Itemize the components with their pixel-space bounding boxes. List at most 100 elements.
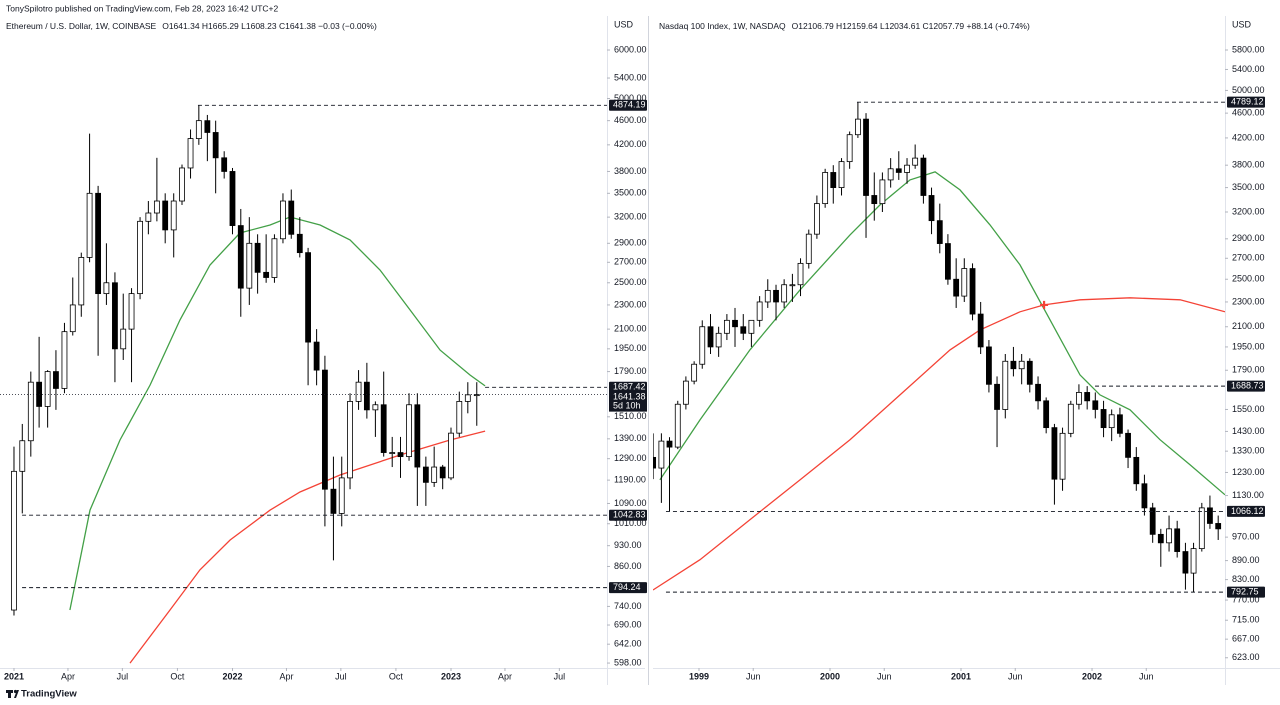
y-tick-label: 4600.00 [1232, 108, 1265, 118]
level-label: 1042.83 [613, 510, 646, 520]
currency: USD [1232, 19, 1252, 29]
candle-body [855, 118, 861, 136]
candle-body [887, 168, 894, 181]
level-label-bg [1227, 380, 1265, 392]
candle-body [439, 466, 446, 479]
level-label: 1066.12 [1231, 506, 1264, 516]
y-tick-label: 1390.00 [614, 433, 647, 443]
candle-body [86, 192, 93, 258]
y-tick-label: 1230.00 [1232, 467, 1265, 477]
y-tick-label: 2500.00 [614, 277, 647, 287]
candle-body [928, 195, 935, 222]
candle-body [1133, 456, 1140, 485]
candle-body [773, 289, 779, 303]
candle-body [1149, 507, 1156, 535]
candle-body [322, 369, 328, 490]
x-tick-label: Oct [170, 671, 185, 681]
level-label: 1688.73 [1231, 380, 1264, 390]
x-tick-label: 2022 [222, 671, 242, 681]
x-tick-label: Jun [1139, 671, 1154, 681]
candle-body [305, 252, 311, 343]
x-tick-label: 2002 [1082, 671, 1102, 681]
candle-body [1002, 360, 1009, 410]
candle-body [296, 233, 303, 254]
level-label: 4789.12 [1231, 97, 1264, 107]
x-tick-label: Jun [1008, 671, 1023, 681]
y-tick-label: 1330.00 [1232, 446, 1265, 456]
y-tick-label: 970.00 [1232, 532, 1260, 542]
candle-body [797, 262, 804, 286]
candle-body [69, 304, 76, 333]
countdown: 5d 10h [613, 401, 641, 411]
level-label: 1687.42 [613, 382, 646, 392]
x-tick-label: Apr [279, 671, 293, 681]
brand: TradingView [6, 689, 77, 700]
candle-body [969, 268, 976, 315]
y-tick-label: 4600.00 [614, 115, 647, 125]
x-tick-label: 2023 [441, 671, 461, 681]
y-tick-label: 1790.00 [614, 366, 647, 376]
y-tick-label: 4200.00 [614, 139, 647, 149]
candle-body [1100, 409, 1107, 429]
candle-body [732, 319, 738, 328]
y-tick-label: 1430.00 [1232, 426, 1265, 436]
candle-body [422, 466, 429, 483]
candle-body [699, 326, 706, 365]
candle-body [977, 313, 984, 348]
y-tick-label: 1010.00 [614, 518, 647, 528]
y-tick-label: 1550.00 [1232, 404, 1265, 414]
y-tick-label: 667.00 [1232, 634, 1260, 644]
candle-body [137, 220, 143, 295]
candle-body [748, 319, 755, 334]
moving-average [69, 216, 486, 611]
candle-body [363, 381, 370, 411]
candle-body [1043, 400, 1050, 429]
y-tick-label: 2100.00 [614, 323, 647, 333]
candle-body [789, 284, 796, 287]
candle-body [229, 171, 236, 226]
candle-body [961, 268, 968, 297]
level-label-bg [609, 99, 647, 111]
y-tick-label: 1090.00 [614, 498, 647, 508]
last-price-bg [609, 391, 647, 412]
candle-body [740, 326, 747, 334]
x-tick-label: Apr [498, 671, 512, 681]
y-tick-label: 3500.00 [1232, 182, 1265, 192]
y-tick-label: 890.00 [1232, 555, 1260, 565]
x-tick-label: Oct [389, 671, 404, 681]
candle-body [61, 331, 68, 389]
legend: Ethereum / U.S. Dollar, 1W, COINBASE O164… [6, 21, 377, 31]
brand-name: TradingView [21, 689, 77, 700]
candle-body [691, 363, 698, 382]
y-tick-label: 930.00 [614, 540, 642, 550]
candle-body [1059, 432, 1066, 480]
y-tick-label: 2900.00 [1232, 233, 1265, 243]
candle-body [830, 172, 837, 188]
candle-body [879, 179, 886, 205]
level-label-bg [609, 582, 647, 594]
candle-body [781, 284, 788, 303]
candle-body [179, 167, 185, 202]
x-tick-label: Jun [877, 671, 892, 681]
candle-body [464, 394, 471, 402]
y-tick-label: 770.00 [1232, 594, 1260, 604]
candle-body [1182, 551, 1189, 574]
candle-body [822, 172, 829, 205]
candle-body [846, 134, 853, 163]
candle-body [246, 242, 253, 289]
last-price-label: 1641.38 [613, 392, 646, 402]
candle-body [813, 203, 820, 235]
candle-body [280, 200, 286, 240]
candle-body [1207, 507, 1213, 524]
x-tick-label: Jul [335, 671, 347, 681]
cross-marker [1040, 300, 1049, 309]
y-tick-label: 2300.00 [1232, 296, 1265, 306]
candle-body [945, 243, 951, 280]
x-tick-label: 2000 [820, 671, 840, 681]
candle-body [871, 195, 878, 205]
candle-body [1157, 533, 1164, 544]
x-tick-label: Jun [746, 671, 761, 681]
candle-body [44, 371, 51, 407]
legend-quote: O12106.79 H12159.64 L12034.61 C12057.79 … [792, 21, 1030, 31]
